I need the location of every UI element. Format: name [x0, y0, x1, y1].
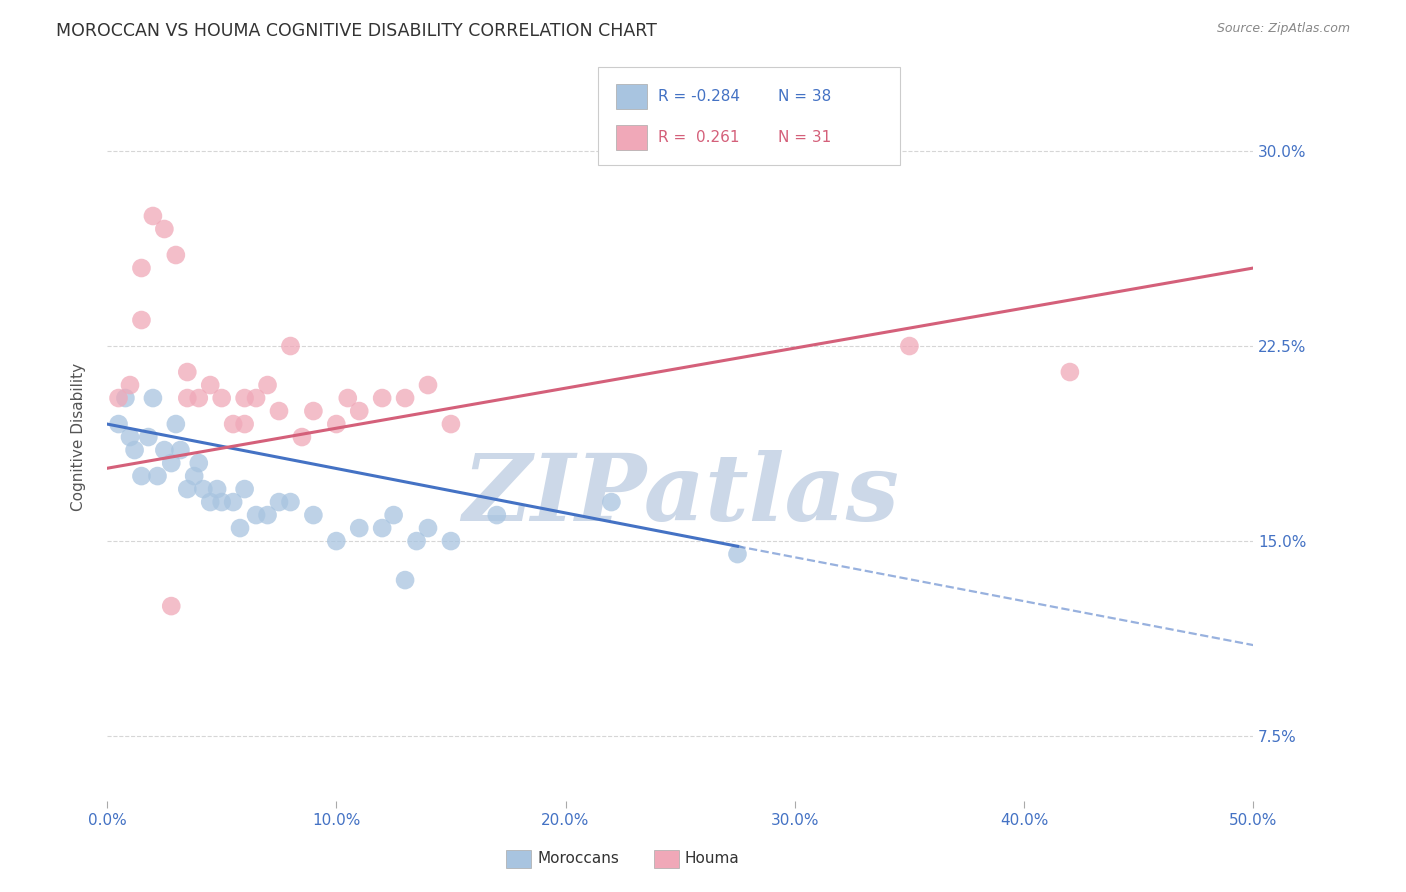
Point: [245, 508, 267, 522]
Point: [371, 521, 394, 535]
Point: [165, 248, 187, 262]
Point: [205, 482, 228, 496]
Point: [267, 495, 290, 509]
Point: [371, 391, 394, 405]
Point: [176, 391, 198, 405]
Point: [1059, 365, 1081, 379]
Point: [898, 339, 921, 353]
Point: [131, 313, 153, 327]
Point: [325, 417, 347, 431]
Point: [142, 209, 165, 223]
Point: [349, 521, 371, 535]
Point: [267, 404, 290, 418]
Point: [302, 404, 325, 418]
Point: [256, 378, 278, 392]
Point: [131, 260, 153, 275]
Text: R =  0.261: R = 0.261: [658, 130, 740, 145]
Point: [485, 508, 508, 522]
Point: [349, 404, 371, 418]
Point: [222, 417, 245, 431]
Point: [200, 378, 222, 392]
Point: [405, 534, 427, 549]
Point: [291, 430, 314, 444]
Point: [176, 365, 198, 379]
Point: [394, 391, 416, 405]
Point: [727, 547, 749, 561]
Point: [138, 430, 160, 444]
Point: [222, 495, 245, 509]
Text: MOROCCAN VS HOUMA COGNITIVE DISABILITY CORRELATION CHART: MOROCCAN VS HOUMA COGNITIVE DISABILITY C…: [56, 22, 657, 40]
Point: [193, 482, 215, 496]
Point: [187, 391, 209, 405]
Point: [325, 534, 347, 549]
Point: [256, 508, 278, 522]
Point: [124, 443, 146, 458]
Point: [233, 417, 256, 431]
Point: [107, 391, 129, 405]
Point: [280, 339, 302, 353]
Point: [142, 391, 165, 405]
Point: [211, 391, 233, 405]
Text: N = 38: N = 38: [778, 89, 831, 103]
Point: [160, 456, 183, 470]
Point: [336, 391, 359, 405]
Point: [114, 391, 136, 405]
Text: ZIPatlas: ZIPatlas: [461, 450, 898, 541]
Y-axis label: Cognitive Disability: Cognitive Disability: [72, 363, 86, 511]
Point: [146, 469, 169, 483]
Point: [382, 508, 405, 522]
Point: [165, 417, 187, 431]
Point: [416, 378, 439, 392]
Point: [118, 430, 141, 444]
Point: [187, 456, 209, 470]
Point: [153, 222, 176, 236]
Point: [245, 391, 267, 405]
Point: [176, 482, 198, 496]
Point: [416, 521, 439, 535]
Point: [160, 599, 183, 613]
Point: [440, 534, 463, 549]
Text: Source: ZipAtlas.com: Source: ZipAtlas.com: [1216, 22, 1350, 36]
Point: [600, 495, 623, 509]
Point: [394, 573, 416, 587]
Text: Moroccans: Moroccans: [537, 852, 619, 866]
Point: [200, 495, 222, 509]
Point: [169, 443, 191, 458]
Point: [183, 469, 205, 483]
Text: N = 31: N = 31: [778, 130, 831, 145]
Text: Houma: Houma: [685, 852, 740, 866]
Point: [233, 482, 256, 496]
Point: [302, 508, 325, 522]
Text: R = -0.284: R = -0.284: [658, 89, 740, 103]
Point: [131, 469, 153, 483]
Point: [107, 417, 129, 431]
Point: [211, 495, 233, 509]
Point: [440, 417, 463, 431]
Point: [118, 378, 141, 392]
Point: [280, 495, 302, 509]
Point: [233, 391, 256, 405]
Point: [153, 443, 176, 458]
Point: [229, 521, 252, 535]
